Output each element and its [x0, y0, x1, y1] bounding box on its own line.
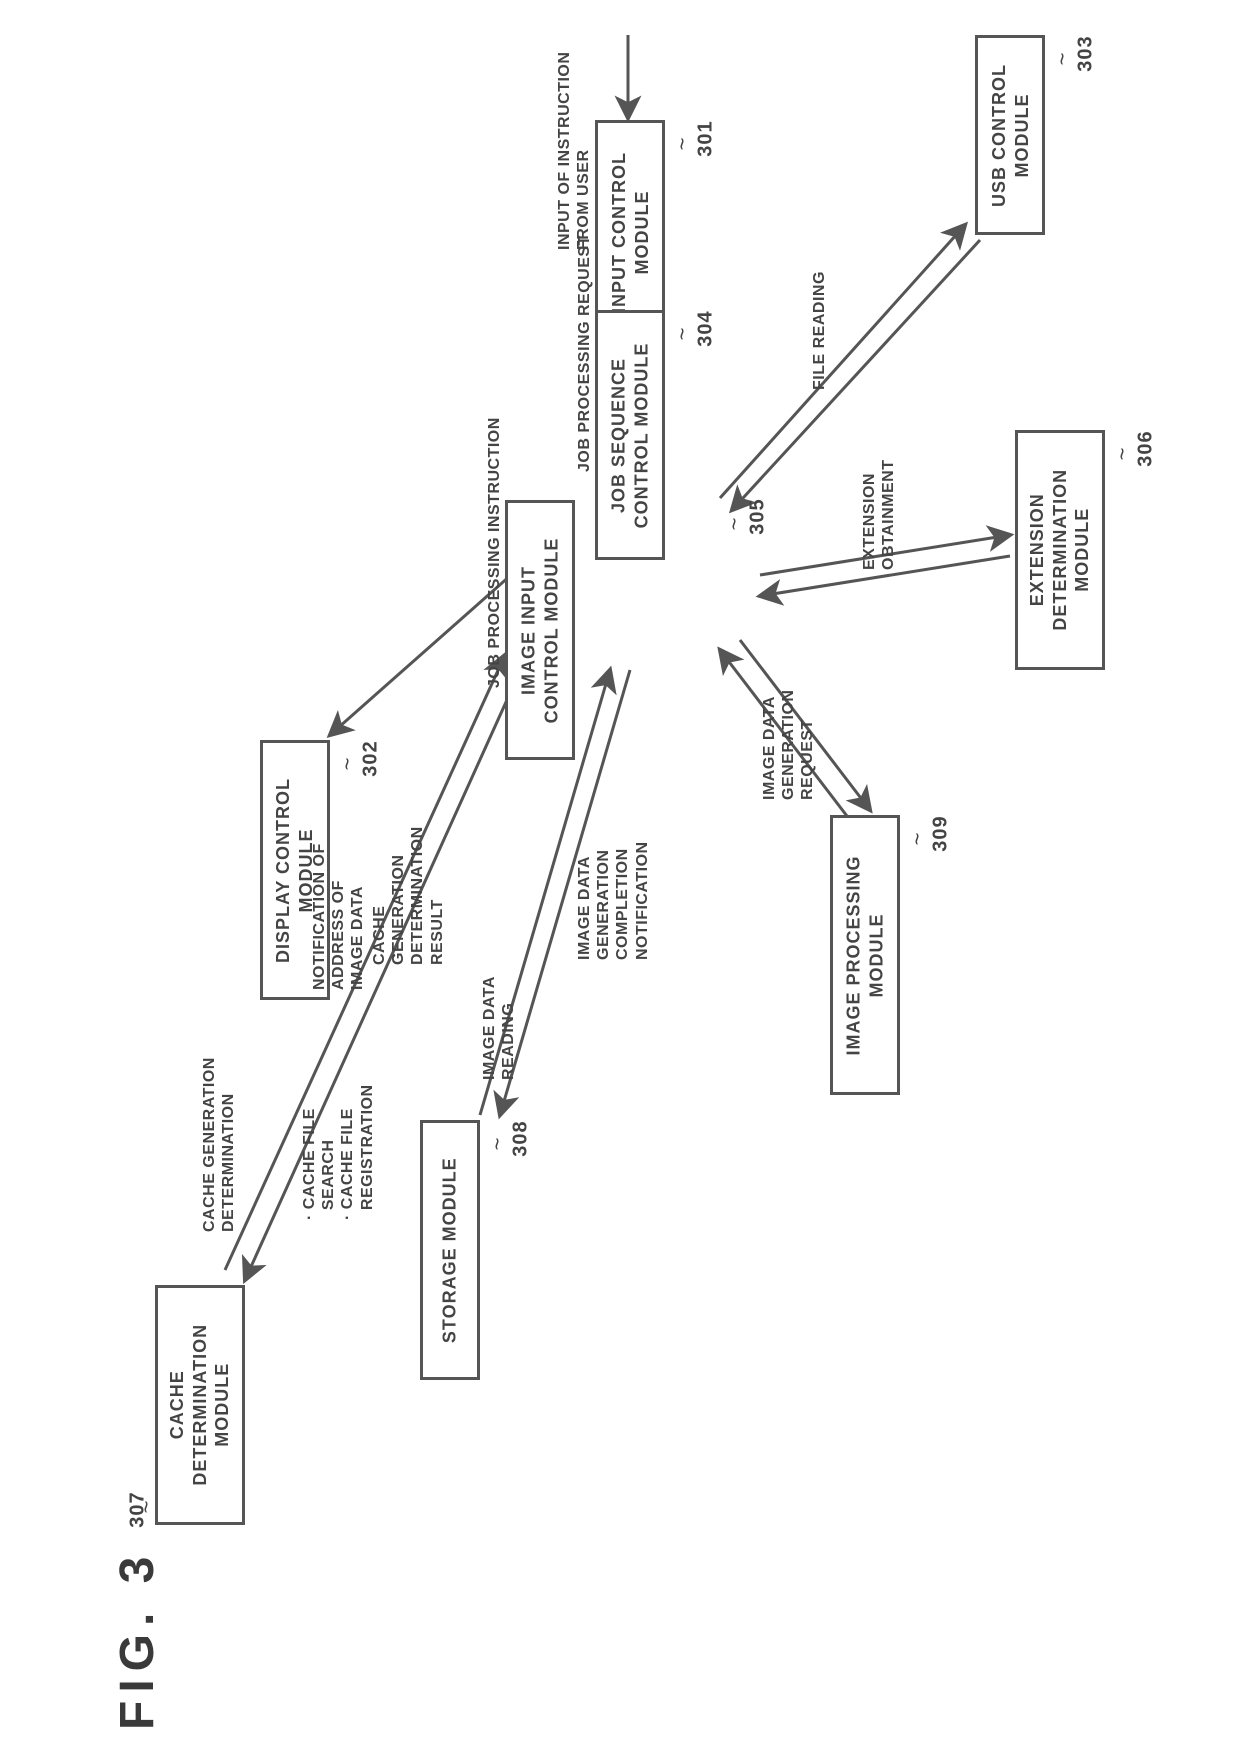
ref-302: 302 — [360, 740, 383, 776]
module-308-label: STORAGE MODULE — [439, 1157, 462, 1343]
tilde-304: ~ — [669, 328, 695, 341]
ref-301: 301 — [695, 120, 718, 156]
ref-306: 306 — [1135, 430, 1158, 466]
tilde-307: ~ — [133, 1501, 159, 1514]
tilde-303: ~ — [1049, 53, 1075, 66]
label-img-gen-request: IMAGE DATA GENERATION REQUEST — [760, 690, 818, 800]
module-303: USB CONTROL MODULE — [975, 35, 1045, 235]
module-304-label: JOB SEQUENCE CONTROL MODULE — [608, 342, 653, 528]
module-308: STORAGE MODULE — [420, 1120, 480, 1380]
ref-304: 304 — [695, 310, 718, 346]
module-305: IMAGE INPUT CONTROL MODULE — [505, 500, 575, 760]
module-307: CACHE DETERMINATION MODULE — [155, 1285, 245, 1525]
label-job-instruction: JOB PROCESSING INSTRUCTION — [485, 417, 504, 688]
module-306: EXTENSION DETERMINATION MODULE — [1015, 430, 1105, 670]
module-307-label: CACHE DETERMINATION MODULE — [166, 1324, 234, 1486]
tilde-305: ~ — [721, 518, 747, 531]
ref-303: 303 — [1075, 35, 1098, 71]
module-304: JOB SEQUENCE CONTROL MODULE — [595, 310, 665, 560]
ref-309: 309 — [930, 815, 953, 851]
label-cache-gen-result: CACHE GENERATION DETERMINATION RESULT — [370, 826, 447, 965]
tilde-306: ~ — [1109, 448, 1135, 461]
tilde-301: ~ — [669, 138, 695, 151]
module-303-label: USB CONTROL MODULE — [988, 64, 1033, 207]
module-301-label: INPUT CONTROL MODULE — [608, 152, 653, 313]
label-cache-gen-det: CACHE GENERATION DETERMINATION — [200, 1057, 238, 1232]
ref-305: 305 — [747, 498, 770, 534]
tilde-302: ~ — [334, 758, 360, 771]
label-extension-obtain: EXTENSION OBTAINMENT — [860, 460, 898, 570]
label-input-instruction: INPUT OF INSTRUCTION FROM USER — [555, 52, 593, 250]
label-file-reading: FILE READING — [810, 271, 829, 390]
label-cache-file-ops: · CACHE FILE SEARCH · CACHE FILE REGISTR… — [300, 1084, 377, 1220]
label-img-gen-complete: IMAGE DATA GENERATION COMPLETION NOTIFIC… — [575, 841, 652, 960]
module-305-label: IMAGE INPUT CONTROL MODULE — [518, 537, 563, 723]
label-img-data-reading: IMAGE DATA READING — [480, 976, 518, 1080]
ref-308: 308 — [510, 1120, 533, 1156]
tilde-309: ~ — [904, 833, 930, 846]
label-job-request: JOB PROCESSING REQUEST — [575, 235, 594, 472]
module-306-label: EXTENSION DETERMINATION MODULE — [1026, 469, 1094, 631]
module-309-label: IMAGE PROCESSING MODULE — [843, 855, 888, 1055]
label-notif-address: NOTIFICATION OF ADDRESS OF IMAGE DATA — [310, 843, 368, 990]
figure-title: FIG. 3 — [110, 1549, 165, 1730]
module-309: IMAGE PROCESSING MODULE — [830, 815, 900, 1095]
tilde-308: ~ — [484, 1138, 510, 1151]
